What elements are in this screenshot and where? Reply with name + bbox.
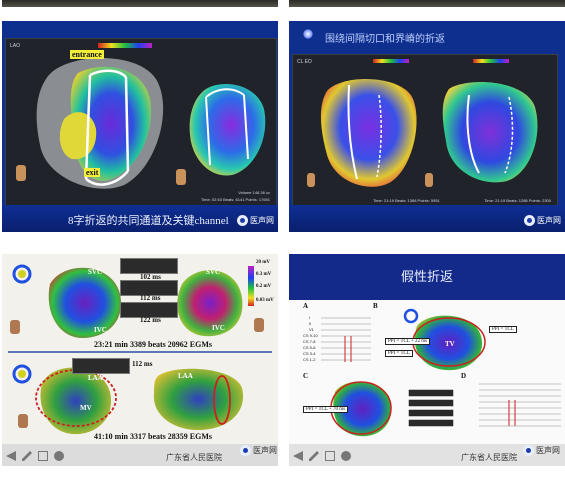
ppi-box: PPI = TCL — [489, 326, 517, 333]
slide-title: 假性折返 — [400, 269, 453, 284]
lead-label: CS 1-2 — [303, 357, 316, 362]
ivc-label: IVC — [212, 324, 225, 332]
watermark-text: 医声网 — [536, 446, 560, 455]
caption-band — [289, 205, 565, 232]
cycle-length-label: 102 ms — [140, 273, 161, 281]
caption-band — [2, 205, 278, 232]
watermark-logo-icon — [523, 445, 534, 456]
lead-label: I — [309, 315, 311, 320]
map-stats-top: 23:21 min 3389 beats 20962 EGMs — [94, 340, 212, 349]
panel-top-left: LAO Volume 146.36 cc Time: 02:53 Beats: … — [2, 21, 278, 232]
egm-strip — [120, 280, 178, 296]
top-strip-right — [289, 0, 565, 7]
mapping-stats-right: Time: 21:19 Beats: 1288 Points: 2300 — [484, 198, 551, 203]
sparkle-icon — [303, 29, 313, 39]
watermark: 医声网 — [240, 445, 277, 456]
egm-strip — [120, 258, 178, 274]
ivc-label: IVC — [94, 326, 107, 334]
pen-icon[interactable] — [22, 451, 32, 461]
watermark-logo-icon — [240, 445, 251, 456]
subfigure-letter: D — [461, 372, 467, 380]
lead-label: CS 9-10 — [303, 333, 318, 338]
title-bar — [289, 254, 565, 300]
hospital-name: 广东省人民医院 — [461, 453, 517, 462]
ppi-box: PPI = TCL — [385, 350, 413, 357]
mapping-stats: Time: 02:53 Beats: 6141 Points: 17691 — [200, 197, 270, 202]
ppi-box: PPI = TCL + 70 ms — [303, 406, 349, 413]
map-stats-bottom: 41:10 min 3317 beats 28359 EGMs — [94, 432, 212, 441]
hospital-name: 广东省人民医院 — [166, 453, 222, 462]
watermark-logo-icon — [524, 215, 535, 226]
watermark-text: 医声网 — [253, 446, 277, 455]
mapping-image — [16, 43, 266, 189]
scale-mid: 0.3 mV — [256, 272, 272, 277]
mv-label: MV — [80, 404, 92, 412]
cycle-length-label: 122 ms — [140, 316, 161, 324]
panel-bottom-left: 102 ms 112 ms 122 ms 112 ms SVC SVC IVC … — [2, 254, 278, 466]
mapping-stats-left: Time: 21:19 Beats: 1388 Points: 5951 — [373, 198, 440, 203]
panel-bottom-right: 假性折返 A B C D — [289, 254, 565, 466]
slide-caption: 8字折返的共同通道及关键channel — [68, 215, 229, 227]
back-arrow-icon[interactable] — [6, 451, 16, 461]
mapping-image — [8, 264, 272, 435]
mapping-screen: CL EO Time: 21:19 Beats: 1388 Points: 59… — [292, 54, 558, 208]
scale-mid-2: 0.2 mV — [256, 284, 272, 289]
more-options-icon[interactable] — [54, 451, 64, 461]
slides-icon[interactable] — [38, 451, 48, 461]
pen-icon[interactable] — [309, 451, 319, 461]
subfigure-letter: B — [373, 302, 378, 310]
lead-label: CS 5-6 — [303, 345, 316, 350]
lead-label: CS 3-4 — [303, 351, 316, 356]
watermark-logo-icon — [237, 215, 248, 226]
slide-footer — [289, 444, 565, 466]
lead-label: V1 — [309, 327, 314, 332]
svc-label: SVC — [88, 268, 103, 276]
slides-icon[interactable] — [325, 451, 335, 461]
top-strip-left — [2, 0, 278, 7]
egm-strip — [120, 302, 178, 318]
watermark: 医声网 — [524, 215, 561, 226]
tv-label: TV — [445, 340, 455, 348]
watermark-text: 医声网 — [250, 216, 274, 225]
egm-strip — [72, 358, 130, 374]
laa-label: LAA — [88, 374, 103, 382]
lead-label: II — [309, 321, 312, 326]
watermark-text: 医声网 — [537, 216, 561, 225]
slide-footer — [2, 444, 278, 466]
back-arrow-icon[interactable] — [293, 451, 303, 461]
panel-top-right: 围绕间隔切口和界嵴的折返 — [289, 21, 565, 232]
ppi-box: PPI = TCL + 22 ms — [385, 338, 431, 345]
figure-image — [321, 308, 561, 437]
cycle-length-label: 112 ms — [132, 360, 153, 368]
mapping-image — [307, 59, 538, 187]
lead-label: CS 7-8 — [303, 339, 316, 344]
entrance-tag: entrance — [70, 50, 104, 59]
watermark: 医声网 — [237, 215, 274, 226]
svc-label: SVC — [206, 268, 221, 276]
view-label: CL EO — [297, 59, 312, 65]
scale-bottom: 0.03 mV — [256, 298, 274, 303]
cycle-length-label: 112 ms — [140, 294, 161, 302]
laa-label: LAA — [178, 372, 193, 380]
exit-tag: exit — [84, 168, 101, 177]
view-label: LAO — [10, 43, 21, 49]
watermark: 医声网 — [523, 445, 560, 456]
subfigure-letter: A — [303, 302, 309, 310]
mapping-screen: LAO Volume 146.36 cc Time: 02:53 Beats: … — [5, 38, 277, 208]
volume-readout: Volume 146.36 cc — [238, 190, 270, 195]
slide-title: 围绕间隔切口和界嵴的折返 — [325, 34, 445, 45]
subfigure-letter: C — [303, 372, 309, 380]
scale-top: 20 mV — [256, 260, 271, 265]
more-options-icon[interactable] — [341, 451, 351, 461]
